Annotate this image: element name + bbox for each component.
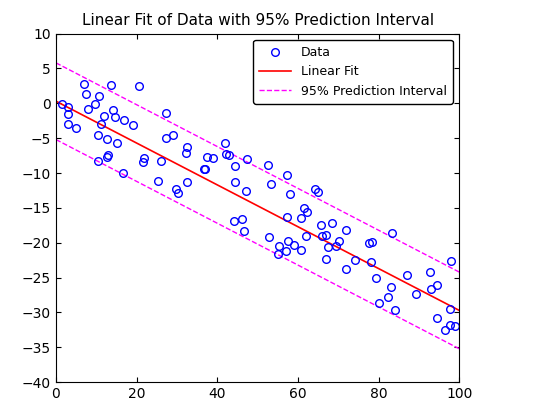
Data (291, 243, 297, 248)
Data (97, 121, 104, 126)
Legend: Data, Linear Fit, 95% Prediction Interval: Data, Linear Fit, 95% Prediction Interva… (253, 40, 453, 104)
Data (343, 266, 349, 271)
Data (104, 154, 111, 159)
Title: Linear Fit of Data with 95% Prediction Interval: Linear Fit of Data with 95% Prediction I… (82, 13, 433, 28)
Data (447, 259, 454, 264)
Data (101, 113, 108, 118)
Data (59, 101, 66, 106)
Line: Data: Data (58, 80, 459, 334)
Data (441, 328, 448, 333)
Data (276, 244, 282, 249)
Data (81, 81, 87, 86)
